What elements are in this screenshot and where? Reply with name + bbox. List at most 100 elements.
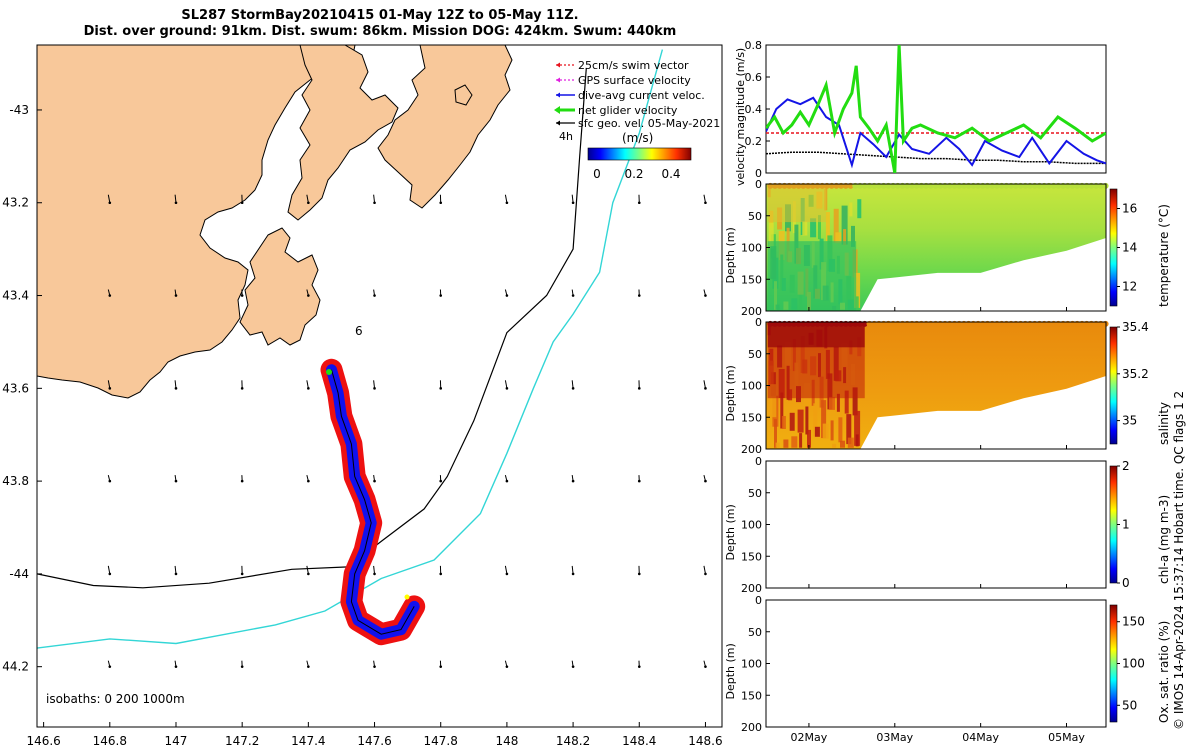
temperature-y-tick-label: 150 <box>741 273 762 286</box>
surface-velocity-arrow <box>373 380 376 390</box>
plot-title-line1: SL287 StormBay20210415 01-May 12Z to 05-… <box>181 8 579 23</box>
surface-velocity-arrow <box>240 565 244 576</box>
salinity-texture-patch <box>821 400 827 439</box>
velocity-axes-frame <box>765 44 1107 174</box>
oxygen-colorbar-tick-label: 100 <box>1122 657 1145 671</box>
salinity-texture-patch <box>854 410 861 446</box>
map-x-tick-label: 148.2 <box>556 734 590 748</box>
map-x-tick-label: 147.6 <box>357 734 391 748</box>
surface-velocity-arrow <box>373 565 376 576</box>
isobath-200m-line <box>37 68 587 589</box>
surface-velocity-arrow <box>174 660 178 668</box>
salinity-texture-patch <box>813 403 818 437</box>
surface-velocity-arrow <box>504 380 509 390</box>
surface-velocity-arrow <box>703 289 707 297</box>
map-x-tick-label: 147.8 <box>424 734 458 748</box>
oxygen-panel: 0 50 100 150 200 Depth (m) 50 100 150 Ox. sat. ra… <box>724 594 1171 734</box>
land-forestier-peninsula <box>287 45 399 221</box>
chla-y-tick-label: 100 <box>741 519 762 532</box>
legend-item-gps-velocity: GPS surface velocity <box>556 74 691 87</box>
salinity-mid-band <box>767 347 865 399</box>
velocity-y-tick-label: 0 <box>755 167 762 180</box>
svg-text:sfc geo. vel. 05-May-2021: sfc geo. vel. 05-May-2021 <box>578 117 720 130</box>
salinity-texture-patch <box>781 416 786 429</box>
salinity-texture-patch <box>855 434 859 447</box>
salinity-y-tick-label: 150 <box>741 411 762 424</box>
surface-velocity-arrow <box>637 289 641 297</box>
surface-velocity-arrow <box>373 660 376 668</box>
surface-velocity-arrow <box>107 660 112 668</box>
chla-y-tick-label: 200 <box>741 582 762 595</box>
surface-velocity-arrow <box>174 289 178 297</box>
track-start-marker <box>326 369 332 375</box>
temperature-y-tick-label: 100 <box>741 242 762 255</box>
legend-item-swim-vector: 25cm/s swim vector <box>556 59 689 72</box>
surface-velocity-arrow <box>703 565 707 576</box>
chla-colorbar-tick-label: 2 <box>1122 459 1130 473</box>
surface-velocity-arrow <box>504 474 509 483</box>
map-y-tick-label: 43.6 <box>2 381 29 395</box>
temperature-colorbar <box>1109 188 1118 307</box>
temperature-texture-patch <box>833 208 839 243</box>
surface-velocity-arrow <box>240 380 244 390</box>
temperature-colorbar-tick-label: 14 <box>1122 241 1137 255</box>
surface-velocity-arrow <box>306 289 310 297</box>
velocity-panel: 0 0.2 0.4 0.6 0.8 velocity magnitude (m/s) <box>734 39 1107 186</box>
temperature-texture-patch <box>849 202 853 217</box>
isobath-1000m-line <box>37 49 664 649</box>
surface-velocity-arrow <box>504 194 509 205</box>
surface-velocity-arrow <box>571 475 575 483</box>
salinity-texture-patch <box>775 442 780 448</box>
map-x-tick-label: 148.6 <box>688 734 722 748</box>
surface-velocity-arrow <box>637 565 641 576</box>
surface-velocity-arrow <box>107 565 112 576</box>
temperature-colorbar-tick-label: 16 <box>1122 202 1137 216</box>
temperature-colorbar-label: temperature (°C) <box>1157 204 1171 307</box>
map-y-tick-label: 43.4 <box>2 289 29 303</box>
salinity-texture-patch <box>822 423 829 439</box>
salinity-colorbar-tick-label: 35.4 <box>1122 320 1149 334</box>
svg-text:net glider velocity: net glider velocity <box>578 104 678 117</box>
surface-velocity-arrow <box>571 380 575 390</box>
surface-velocity-arrow <box>240 289 244 297</box>
map-y-tick-label: -44 <box>9 567 29 581</box>
surface-velocity-arrow <box>439 289 443 297</box>
oxygen-ylabel: Depth (m) <box>724 643 737 699</box>
temperature-panel: 0 50 100 150 200 Depth (m) 12 14 16 temperature (… <box>724 178 1171 318</box>
map-frame <box>36 44 723 728</box>
surface-velocity-arrow <box>504 289 509 297</box>
map-y-tick-label: -43 <box>9 103 29 117</box>
salinity-texture-patch <box>832 443 837 448</box>
date-axis: 02May 03May 04May 05May <box>791 731 1086 744</box>
surface-velocity-arrow <box>637 380 641 390</box>
oxygen-y-tick-label: 200 <box>741 721 762 734</box>
chla-colorbar-label: chl-a (mg m-3) <box>1157 495 1171 584</box>
surface-velocity-arrow <box>306 194 310 205</box>
salinity-texture-patch <box>838 417 843 443</box>
surface-velocity-arrow <box>439 565 443 576</box>
map-annotation-6: 6 <box>355 324 363 338</box>
temperature-cool-band <box>767 241 857 311</box>
surface-velocity-arrow <box>240 475 244 483</box>
chla-colorbar-tick-label: 0 <box>1122 576 1130 590</box>
surface-velocity-arrows <box>107 194 707 668</box>
salinity-texture-patch <box>830 420 834 441</box>
temperature-colorbar-tick-label: 12 <box>1122 280 1137 294</box>
surface-velocity-arrow <box>637 194 641 205</box>
temperature-texture-patch <box>851 225 855 247</box>
map-x-tick-label: 147.4 <box>291 734 325 748</box>
surface-velocity-arrow <box>637 660 641 668</box>
surface-velocity-arrow <box>306 474 310 483</box>
oxygen-colorbar-tick-label: 150 <box>1122 615 1145 629</box>
temperature-texture-patch <box>854 272 861 308</box>
surface-velocity-arrow <box>306 660 310 668</box>
oxygen-colorbar-label: Ox. sat. ratio (%) <box>1157 621 1171 723</box>
temperature-y-tick-label: 0 <box>755 178 762 191</box>
surface-velocity-arrow <box>107 474 112 483</box>
map-y-tick-label: 43.2 <box>2 196 29 210</box>
land-maria-island <box>377 45 513 209</box>
salinity-ylabel: Depth (m) <box>724 365 737 421</box>
land-tasman-peninsula <box>239 227 321 346</box>
oxygen-y-tick-label: 150 <box>741 689 762 702</box>
